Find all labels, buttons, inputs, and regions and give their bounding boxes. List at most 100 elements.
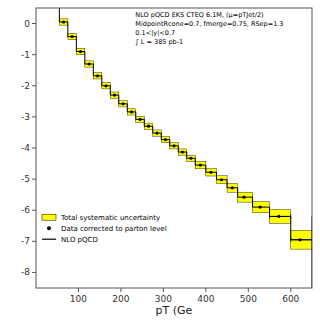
syst-band [206,169,217,176]
step-segment [187,158,195,159]
step-riser [76,37,77,52]
step-riser [216,172,217,179]
syst-band [76,48,84,54]
data-layer [59,8,312,288]
step-riser [101,76,102,86]
syst-band [136,116,144,122]
y-tick [32,85,36,86]
annotation: 0.1<|y|<0.7 [135,29,175,37]
legend-swatch [47,226,51,230]
step-riser [205,165,206,172]
step-segment [170,145,178,146]
x-tick [205,288,206,292]
syst-band [238,192,253,202]
step-riser [67,22,68,37]
legend-label: NLO pQCD [61,236,98,244]
y-tick [32,241,36,242]
legend-label: Total systematic uncertainty [60,214,160,222]
syst-band [59,19,67,25]
step-riser [169,140,170,146]
step-riser [93,64,94,76]
step-riser [252,197,253,207]
step-riser [118,95,119,104]
x-tick-label: 100 [70,294,87,304]
step-segment [161,139,169,140]
y-tick-label: 0 [24,19,30,29]
syst-band [270,210,291,224]
step-segment [102,85,110,86]
y-tick-label: -1 [21,50,30,60]
annotation: NLO pQCD EKS CTEQ 6.1M, (μ=pTJet/2) [135,11,263,19]
y-tick-label: -8 [21,267,30,277]
step-segment [68,36,76,37]
y-tick [32,272,36,273]
syst-band [68,34,76,40]
error-line [291,239,312,240]
syst-band [153,130,161,136]
step-segment [291,239,312,240]
syst-band [102,83,110,89]
step-segment [93,75,101,76]
error-line [270,216,291,217]
y-tick [32,148,36,149]
x-error-bar [270,214,291,218]
syst-band [170,143,178,149]
syst-band [161,136,169,142]
y-tick-label: -5 [21,174,30,184]
y-tick [32,54,36,55]
step-riser [186,152,187,158]
step-segment [153,133,161,134]
syst-band [93,73,101,79]
syst-band [291,230,312,249]
step-segment [238,197,253,198]
step-segment [59,22,67,23]
y-tick [32,23,36,24]
step-riser [135,112,136,119]
x-error-bar [291,238,312,242]
legend-swatch [42,239,56,240]
x-tick [163,288,164,292]
legend: Total systematic uncertainty Data correct… [42,214,167,244]
x-tick [290,288,291,292]
annotation: ∫ L = 385 pb-1 [135,38,183,46]
x-tick [78,288,79,292]
step-riser [110,86,111,95]
x-tick-label: 200 [112,294,129,304]
y-tick [32,116,36,117]
step-segment [110,95,118,96]
y-tick [32,179,36,180]
step-riser [127,104,128,112]
y-tick-label: -7 [21,236,30,246]
syst-band [144,123,152,129]
step-segment [178,152,186,153]
step-segment [195,165,206,166]
step-riser [84,52,85,64]
annotation: MidpointRcone=0.7, fmerge=0.75, RSep=1.3 [135,20,283,28]
step-segment [76,51,84,52]
y-tick-label: -4 [21,143,30,153]
y-tick-label: -2 [21,81,30,91]
step-segment [85,64,93,65]
step-riser [195,158,196,165]
step-segment [216,179,227,180]
syst-band [195,161,206,168]
step-riser [269,207,270,216]
x-tick-label: 300 [155,294,172,304]
syst-band [216,176,227,184]
y-tick-label: -3 [21,112,30,122]
chart: 1002003004005006000-1-2-3-4-5-6-7-8pT (G… [0,0,320,320]
syst-band [119,101,127,107]
step-riser [144,119,145,126]
syst-band [85,61,93,67]
x-tick [120,288,121,292]
plot-area [36,8,312,288]
step-riser [237,188,238,197]
step-riser [178,146,179,152]
legend-swatch [42,214,56,220]
plot-frame [36,8,312,288]
step-segment [119,103,127,104]
y-tick [32,210,36,211]
step-riser [290,216,291,239]
legend-label: Data corrected to parton level [61,225,167,233]
x-tick-label: 400 [197,294,214,304]
